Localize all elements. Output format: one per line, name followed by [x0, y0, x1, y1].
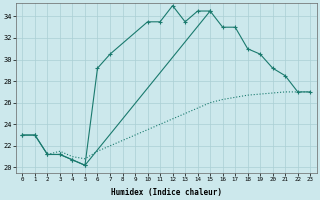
X-axis label: Humidex (Indice chaleur): Humidex (Indice chaleur) — [111, 188, 222, 197]
